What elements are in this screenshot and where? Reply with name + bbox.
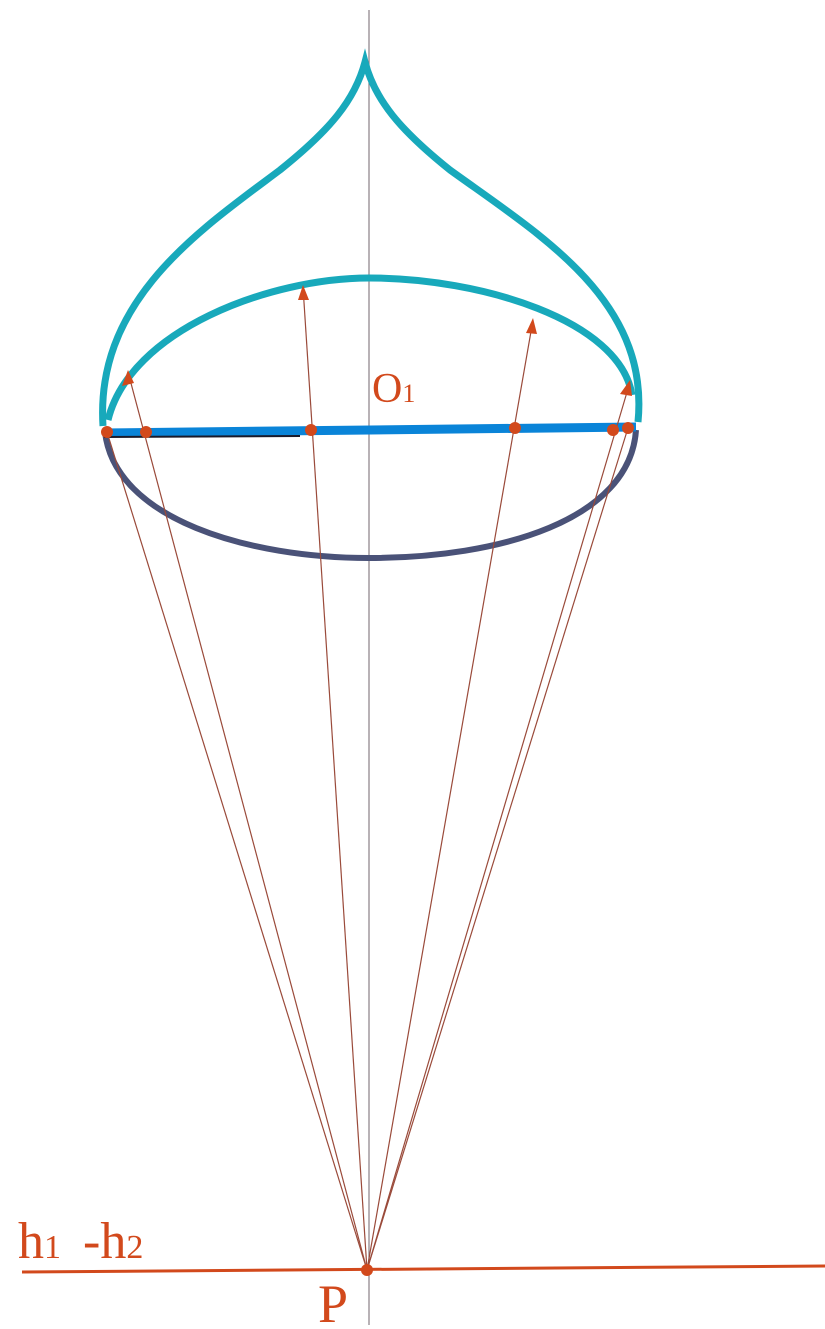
horizon-line: [21, 1264, 825, 1274]
dot: [361, 1264, 373, 1276]
center-letter: O: [372, 366, 402, 412]
arrowhead: [122, 370, 134, 386]
upper-arc: [104, 274, 636, 421]
arrowhead: [526, 318, 537, 334]
dot: [509, 422, 521, 434]
horizon-i2: 2: [126, 1229, 143, 1266]
horizon-i1: 1: [44, 1229, 61, 1266]
center-index: 1: [402, 379, 415, 408]
dot: [622, 422, 634, 434]
dot: [607, 424, 619, 436]
dot: [140, 426, 152, 438]
arrowhead: [298, 285, 309, 300]
dot: [101, 426, 113, 438]
diameter-shadow: [103, 435, 301, 438]
ray: [106, 431, 368, 1271]
dome-outline: [99, 48, 643, 427]
lower-arc: [102, 429, 639, 562]
dots: [101, 422, 634, 1276]
center-label: O1: [372, 366, 415, 412]
horizon-h1: h: [18, 1213, 44, 1270]
dot: [305, 424, 317, 436]
diameter: [103, 422, 637, 438]
ray: [127, 371, 368, 1271]
ray: [366, 319, 534, 1271]
arrowheads: [122, 285, 632, 396]
horizon-h2: -h: [83, 1213, 126, 1270]
ray: [302, 286, 368, 1271]
ray: [366, 427, 629, 1271]
horizon-label: h1 -h2: [18, 1213, 143, 1270]
arrowhead: [620, 380, 632, 396]
rays: [106, 286, 631, 1271]
ray: [366, 381, 631, 1271]
point-label: P: [318, 1274, 348, 1329]
